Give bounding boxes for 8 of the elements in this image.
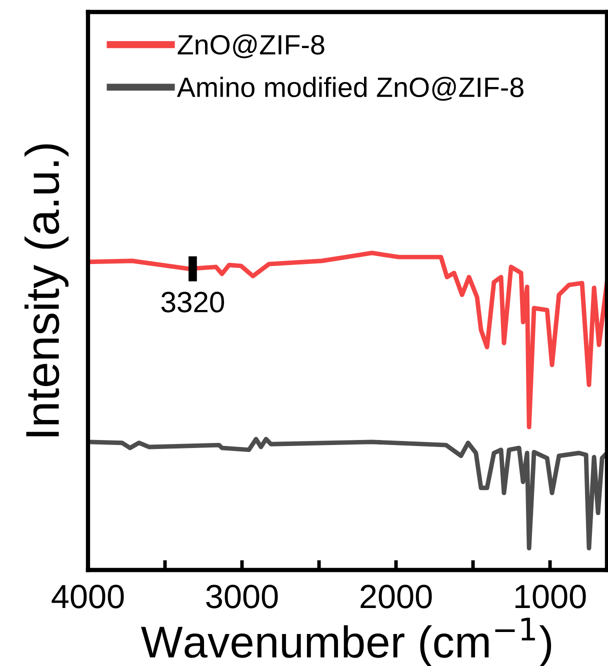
y-axis-title: Intensity (a.u.) (24, 144, 69, 436)
x-tick-label: 1000 (515, 584, 586, 608)
legend-label: ZnO@ZIF-8 (178, 34, 324, 58)
legend-label: Amino modified ZnO@ZIF-8 (176, 76, 524, 101)
x-tick-label: 2000 (360, 584, 432, 608)
x-tick-label: 4000 (52, 584, 124, 608)
annotation: 3320 (161, 292, 224, 312)
x-tick-label: 3000 (206, 584, 278, 608)
